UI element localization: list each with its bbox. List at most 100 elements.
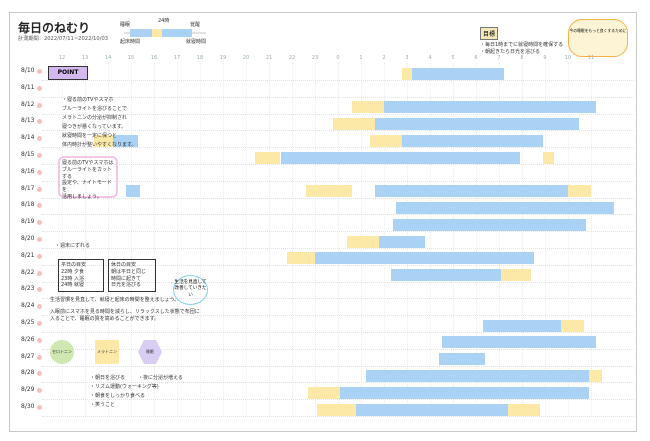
pink-note-line: 活用しましょう。	[62, 193, 102, 200]
awake-bar	[568, 185, 591, 198]
hour-label: 15	[127, 55, 135, 61]
advice-text: 入眠前にスマホを見る時間を減らし、リラックスした状態で布団に入ることで、睡眠の質…	[50, 309, 200, 322]
date-label: 8/18	[21, 201, 35, 209]
sleep-bar	[395, 201, 614, 214]
point-note-line: 就寝時間を一定に保つと	[62, 133, 118, 139]
date-label: 8/28	[21, 369, 35, 377]
hour-label: 16	[150, 55, 158, 61]
hour-gridline	[108, 63, 109, 415]
day-marker-icon	[37, 136, 42, 142]
row-divider	[42, 399, 634, 401]
day-marker-icon	[37, 388, 42, 394]
legend-label-sleep: 睡眠	[120, 22, 131, 28]
date-label: 8/25	[21, 319, 35, 326]
row-divider	[42, 365, 634, 367]
date-label: 8/20	[21, 235, 35, 242]
legend-graphic	[124, 29, 206, 37]
hour-label: 4	[428, 55, 432, 61]
point-tag: POINT	[48, 66, 88, 80]
awake-bar	[501, 269, 532, 282]
hour-label: 20	[242, 55, 250, 61]
plan-right-line: 朝は平日と同じ	[111, 268, 147, 275]
date-label: 8/13	[21, 117, 35, 125]
date-label: 8/29	[21, 386, 35, 394]
flow-note: ・夜に分泌が増える	[138, 375, 183, 381]
hour-gridline	[476, 63, 477, 415]
hour-label: 23	[311, 55, 319, 61]
hour-gridline	[269, 63, 270, 415]
flow-node-sleep: 睡眠	[138, 340, 162, 364]
flow-node-melatonin: メラトニン	[95, 340, 119, 364]
hour-label: 8	[520, 55, 524, 61]
awake-bar	[561, 319, 585, 332]
awake-bar	[255, 151, 281, 164]
speech-bubble: 生活を見直して改善していきたい	[173, 275, 208, 305]
plan-left-line: 平日の目安	[61, 262, 87, 268]
hour-gridline	[292, 63, 293, 415]
row-divider	[42, 130, 634, 132]
awake-bar	[305, 185, 352, 198]
hour-gridline	[85, 63, 86, 415]
day-marker-icon	[37, 405, 42, 410]
hour-label: 11	[587, 55, 595, 61]
hour-label: 10	[564, 55, 572, 61]
row-divider	[42, 180, 634, 182]
sleep-log-sheet: 毎日のねむり 計測期間：2022/07/11~2022/10/03 24時 睡眠…	[9, 12, 637, 432]
legend-label-awake: 覚醒	[190, 22, 201, 28]
date-label: 8/19	[21, 218, 35, 226]
date-label: 8/16	[21, 167, 35, 175]
day-marker-icon	[37, 287, 42, 293]
flow-node-serotonin: セロトニン	[50, 340, 74, 364]
row-divider	[42, 214, 634, 216]
hour-label: 5	[451, 55, 455, 61]
hour-gridline	[430, 63, 431, 415]
row-divider	[42, 248, 634, 249]
date-label: 8/23	[21, 285, 35, 293]
date-label: 8/15	[21, 151, 35, 158]
cloud-note: 今の睡眠をもっと良くするために	[568, 19, 628, 57]
day-marker-icon	[37, 237, 42, 242]
hour-gridline	[545, 63, 546, 415]
awake-bar	[347, 235, 380, 248]
day-marker-icon	[37, 119, 42, 125]
day-marker-icon	[37, 220, 42, 226]
goal-line-2: ・朝起きたら日光を浴びる	[480, 48, 541, 55]
pink-note-line: 設定や、ナイトモードを	[62, 180, 112, 193]
sleep-bar	[365, 369, 589, 382]
sleep-bar	[390, 269, 502, 282]
hour-gridline	[177, 63, 178, 415]
hour-gridline	[499, 63, 500, 415]
row-divider	[42, 315, 634, 317]
awake-bar	[94, 134, 113, 147]
hour-gridline	[223, 63, 224, 415]
sleep-bar	[112, 134, 138, 147]
sleep-bar	[315, 252, 534, 265]
date-label: 8/17	[21, 184, 35, 192]
date-label: 8/26	[21, 335, 35, 343]
plan-right: 休日の目安 朝は平日と同じ 時間に起きて 日光を浴びる	[108, 259, 156, 292]
hour-gridline	[568, 63, 569, 415]
point-note-line: ブルーライトを浴びることで	[62, 106, 127, 112]
sleep-bar	[402, 134, 543, 147]
goal-line-1: ・毎日1時までに就寝時間を確保する	[480, 42, 564, 48]
awake-bar	[508, 403, 541, 416]
plan-left-line: 22時 夕食	[61, 268, 84, 275]
awake-bar	[287, 252, 315, 265]
row-divider	[42, 197, 634, 199]
plan-left-line: 24時 就寝	[61, 282, 84, 289]
awake-bar	[542, 151, 555, 164]
day-marker-icon	[37, 69, 42, 74]
date-label: 8/30	[21, 403, 35, 410]
hour-label: 6	[474, 55, 478, 61]
awake-bar	[333, 117, 375, 130]
hour-label: 9	[543, 55, 547, 61]
legend-label-bed: 就寝時間	[186, 39, 207, 45]
sleep-bar	[126, 185, 141, 198]
plan-left: 平日の目安 22時 夕食 23時 入浴 24時 就寝	[58, 259, 104, 292]
row-divider	[42, 80, 634, 81]
awake-bar	[588, 369, 603, 382]
row-divider	[42, 147, 634, 149]
point-note-line: メラトニンの分泌が抑制され	[62, 115, 128, 121]
plan-right-line: 時間に起きて	[111, 275, 142, 282]
date-label: 8/27	[21, 352, 35, 360]
